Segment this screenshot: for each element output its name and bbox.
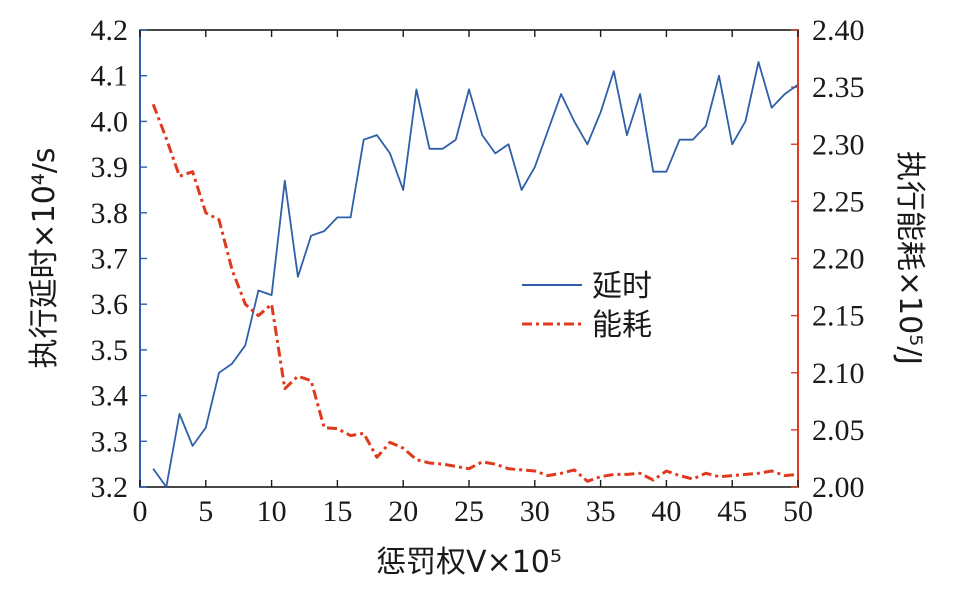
- series-line-energy: [151, 103, 799, 483]
- left-tick-label: 4.1: [91, 60, 129, 93]
- left-tick-label: 3.4: [91, 380, 129, 413]
- left-tick-label: 3.7: [91, 243, 129, 276]
- x-tick-label: 45: [717, 495, 747, 528]
- right-tick-label: 2.00: [812, 471, 865, 504]
- legend-label-energy: 能耗: [592, 308, 652, 343]
- x-tick-label: 10: [257, 495, 287, 528]
- left-tick-label: 3.3: [91, 425, 129, 458]
- right-axis-ticks: 2.00 2.05 2.10 2.15 2.20 2.25 2.30 2.35 2.40: [791, 14, 865, 504]
- right-tick-label: 2.20: [812, 243, 865, 276]
- left-tick-label: 4.2: [91, 14, 129, 47]
- legend-label-delay: 延时: [592, 269, 652, 304]
- left-tick-label: 4.0: [91, 105, 129, 138]
- x-tick-label: 20: [388, 495, 418, 528]
- right-tick-label: 2.35: [812, 71, 865, 104]
- x-tick-label: 30: [520, 495, 550, 528]
- left-axis-title: 执行延时×10⁴/s: [27, 147, 62, 368]
- plot-frame: [139, 29, 799, 488]
- left-tick-label: 3.9: [91, 151, 129, 184]
- right-tick-label: 2.05: [812, 414, 865, 447]
- series-line-delay: [152, 61, 799, 488]
- x-tick-label: 0: [133, 495, 148, 528]
- x-tick-label: 40: [651, 495, 681, 528]
- x-axis-title: 惩罚权V×10⁵: [376, 545, 562, 580]
- x-axis-ticks: 0 5 10 15 20 25 30 35 40 45 50: [133, 30, 813, 528]
- left-tick-label: 3.5: [91, 334, 129, 367]
- series-layer: [151, 61, 799, 488]
- right-tick-label: 2.40: [812, 14, 865, 47]
- right-tick-label: 2.30: [812, 128, 865, 161]
- left-tick-label: 3.6: [91, 288, 129, 321]
- right-tick-label: 2.10: [812, 357, 865, 390]
- left-tick-label: 3.2: [91, 471, 129, 504]
- x-tick-label: 25: [454, 495, 484, 528]
- right-axis-title: 执行能耗×10⁵/J: [892, 151, 927, 365]
- x-tick-label: 35: [586, 495, 616, 528]
- legend: 延时 能耗: [522, 269, 652, 343]
- x-tick-label: 50: [783, 495, 813, 528]
- x-tick-label: 5: [198, 495, 213, 528]
- x-tick-label: 15: [322, 495, 352, 528]
- left-axis-ticks: 3.2 3.3 3.4 3.5 3.6 3.7 3.8 3.9 4.0 4.1 4.2: [91, 14, 147, 504]
- left-tick-label: 3.8: [91, 197, 129, 230]
- right-tick-label: 2.25: [812, 185, 865, 218]
- right-tick-label: 2.15: [812, 300, 865, 333]
